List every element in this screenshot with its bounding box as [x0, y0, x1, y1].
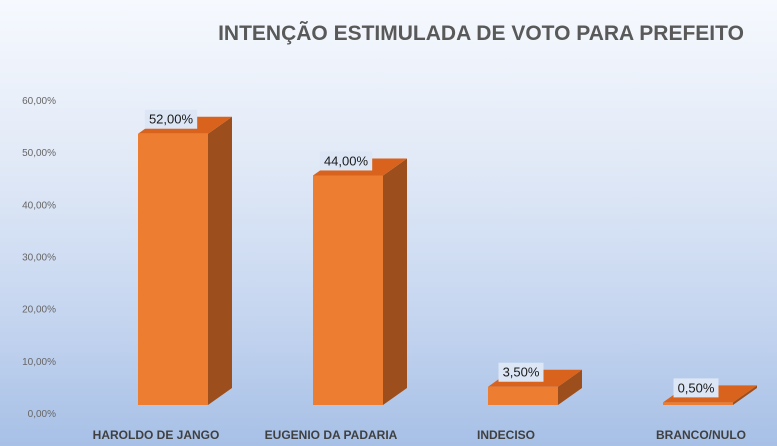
bar — [313, 158, 407, 405]
bar-front-face — [488, 386, 558, 405]
data-labels-group: 52,00% 44,00% 3,50% 0,50% — [144, 109, 719, 398]
bar-front-face — [663, 402, 733, 405]
data-label: 44,00% — [319, 151, 373, 171]
data-label-box — [144, 109, 198, 129]
data-label: 0,50% — [673, 378, 719, 398]
bar-side-face — [558, 369, 582, 405]
y-tick-label: 30,00% — [22, 253, 56, 264]
x-tick-label: EUGENIO DA PADARIA — [265, 428, 398, 442]
data-label-text: 3,50% — [503, 365, 540, 380]
y-tick-label: 0,00% — [28, 409, 56, 420]
data-label: 52,00% — [144, 109, 198, 129]
y-tick-label: 10,00% — [22, 357, 56, 368]
bar-side-face — [733, 385, 757, 405]
data-label-text: 0,50% — [678, 380, 715, 395]
bar-front-face — [313, 175, 383, 405]
y-axis: 0,00% 10,00% 20,00% 30,00% 40,00% 50,00% 60,00… — [22, 96, 56, 420]
bars-group — [138, 116, 757, 405]
y-tick-label: 20,00% — [22, 305, 56, 316]
x-tick-label: BRANCO/NULO — [656, 428, 746, 442]
bar-side-face — [208, 116, 232, 405]
data-label-text: 52,00% — [149, 112, 194, 127]
data-label-text: 44,00% — [324, 153, 369, 168]
y-tick-label: 40,00% — [22, 200, 56, 211]
x-tick-label: HAROLDO DE JANGO — [93, 428, 220, 442]
data-label-box — [498, 362, 544, 382]
x-tick-label: INDECISO — [477, 428, 535, 442]
bar-front-face — [138, 133, 208, 405]
data-label-box — [673, 378, 719, 398]
data-label-box — [319, 151, 373, 171]
x-axis: HAROLDO DE JANGO EUGENIO DA PADARIA INDECI… — [93, 428, 746, 442]
bar-side-face — [383, 158, 407, 405]
bar — [138, 116, 232, 405]
y-tick-label: 60,00% — [22, 96, 56, 107]
y-tick-label: 50,00% — [22, 148, 56, 159]
chart-title: INTENÇÃO ESTIMULADA DE VOTO PARA PREFEIT… — [218, 22, 744, 45]
data-label: 3,50% — [498, 362, 544, 382]
